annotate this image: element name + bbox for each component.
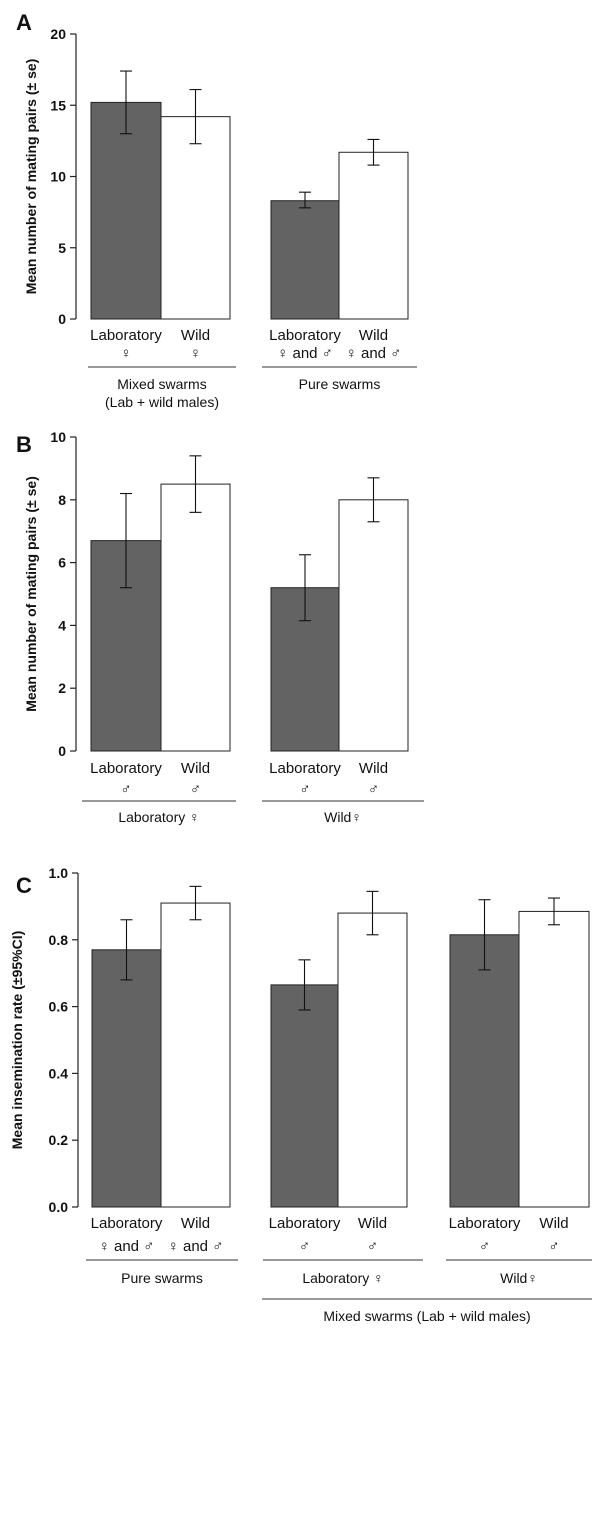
error-bar (366, 890, 379, 936)
panel-letter: A (16, 10, 32, 35)
y-tick-label: 0.4 (49, 1065, 69, 1081)
bar (338, 151, 409, 320)
group-label: Wild♀ (324, 809, 362, 825)
category-label: Laboratory (90, 760, 162, 777)
category-sublabel: ♀ and ♂ (277, 345, 333, 362)
category-sublabel: ♀ and ♂ (168, 1238, 224, 1255)
y-tick-label: 0 (58, 743, 66, 759)
group-label: Pure swarms (299, 376, 381, 392)
y-axis-label: Mean number of mating pairs (± se) (23, 59, 39, 295)
y-tick-label: 4 (58, 617, 66, 633)
category-sublabel: ♂ (548, 1238, 559, 1255)
bar (270, 984, 339, 1208)
y-tick-label: 6 (58, 555, 66, 571)
category-sublabel: ♂ (368, 781, 379, 798)
category-label: Wild (181, 327, 210, 344)
error-bar (189, 89, 202, 145)
panel-a: A 0 5 10 15 20 Mean number of mating pairs (± … (16, 10, 417, 410)
y-axis-label: Mean number of mating pairs (± se) (23, 476, 39, 712)
category-sublabel: ♀ and ♂ (99, 1238, 155, 1255)
bar (449, 934, 520, 1208)
category-label: Wild (181, 1215, 210, 1232)
y-tick-label: 0.0 (49, 1199, 69, 1215)
error-bar (367, 477, 380, 523)
error-bar (120, 492, 132, 589)
y-tick-label: 0 (58, 311, 66, 327)
error-bar (478, 899, 491, 971)
error-bar (548, 897, 560, 926)
category-sublabel: ♀ (120, 345, 131, 362)
category-label: Laboratory (269, 327, 341, 344)
bar (337, 912, 408, 1208)
error-bar (367, 138, 380, 166)
group-label: Laboratory ♀ (118, 809, 199, 825)
bar (91, 949, 162, 1208)
y-tick-label: 2 (58, 680, 66, 696)
y-axis-label: Mean insemination rate (±95%CI) (9, 931, 25, 1150)
y-tick-label: 0.6 (49, 999, 69, 1015)
y-tick-label: 15 (50, 97, 66, 113)
error-bar (299, 554, 311, 622)
y-tick-label: 1.0 (49, 865, 69, 881)
category-sublabel: ♂ (299, 1238, 310, 1255)
category-label: Laboratory (90, 327, 162, 344)
supergroup-label: Mixed swarms (Lab + wild males) (323, 1308, 530, 1324)
error-bar (189, 455, 202, 513)
category-label: Wild (539, 1215, 568, 1232)
panel-letter: B (16, 432, 32, 457)
y-tick-label: 0.8 (49, 932, 69, 948)
category-sublabel: ♂ (479, 1238, 490, 1255)
y-tick-label: 10 (50, 169, 66, 185)
category-label: Laboratory (91, 1215, 163, 1232)
y-tick-label: 10 (50, 429, 66, 445)
error-bar (120, 919, 133, 981)
panel-c: C 0.0 0.2 0.4 0.6 0.8 1.0 Mean insemination rat… (9, 865, 592, 1324)
bar (160, 902, 231, 1208)
category-sublabel: ♀ and ♂ (346, 345, 402, 362)
category-label: Wild (359, 760, 388, 777)
category-sublabel: ♀ (190, 345, 201, 362)
y-tick-label: 20 (50, 26, 66, 42)
group-label: Laboratory ♀ (302, 1270, 383, 1286)
category-label: Wild (359, 327, 388, 344)
error-bar (298, 959, 311, 1011)
category-label: Laboratory (269, 1215, 341, 1232)
panel-letter: C (16, 873, 32, 898)
group-label: Mixed swarms (Lab + wild males) (105, 376, 219, 410)
category-label: Laboratory (269, 760, 341, 777)
category-sublabel: ♂ (367, 1238, 378, 1255)
category-label: Laboratory (449, 1215, 521, 1232)
bar (160, 483, 231, 752)
category-label: Wild (358, 1215, 387, 1232)
bar (338, 499, 409, 752)
category-sublabel: ♂ (190, 781, 201, 798)
category-sublabel: ♂ (120, 781, 131, 798)
bar (518, 910, 590, 1208)
group-label: Pure swarms (121, 1270, 203, 1286)
group-label: Wild♀ (500, 1270, 538, 1286)
bar (90, 101, 162, 320)
category-sublabel: ♂ (299, 781, 310, 798)
y-tick-label: 0.2 (49, 1132, 69, 1148)
error-bar (299, 191, 311, 209)
y-tick-label: 8 (58, 492, 66, 508)
error-bar (120, 70, 132, 135)
bar (160, 116, 231, 320)
panel-b: B 0 2 4 6 8 10 Mean number of mating pairs (± s… (16, 429, 424, 825)
error-bar (189, 885, 202, 921)
y-tick-label: 5 (58, 240, 66, 256)
bar (270, 200, 340, 320)
category-label: Wild (181, 760, 210, 777)
